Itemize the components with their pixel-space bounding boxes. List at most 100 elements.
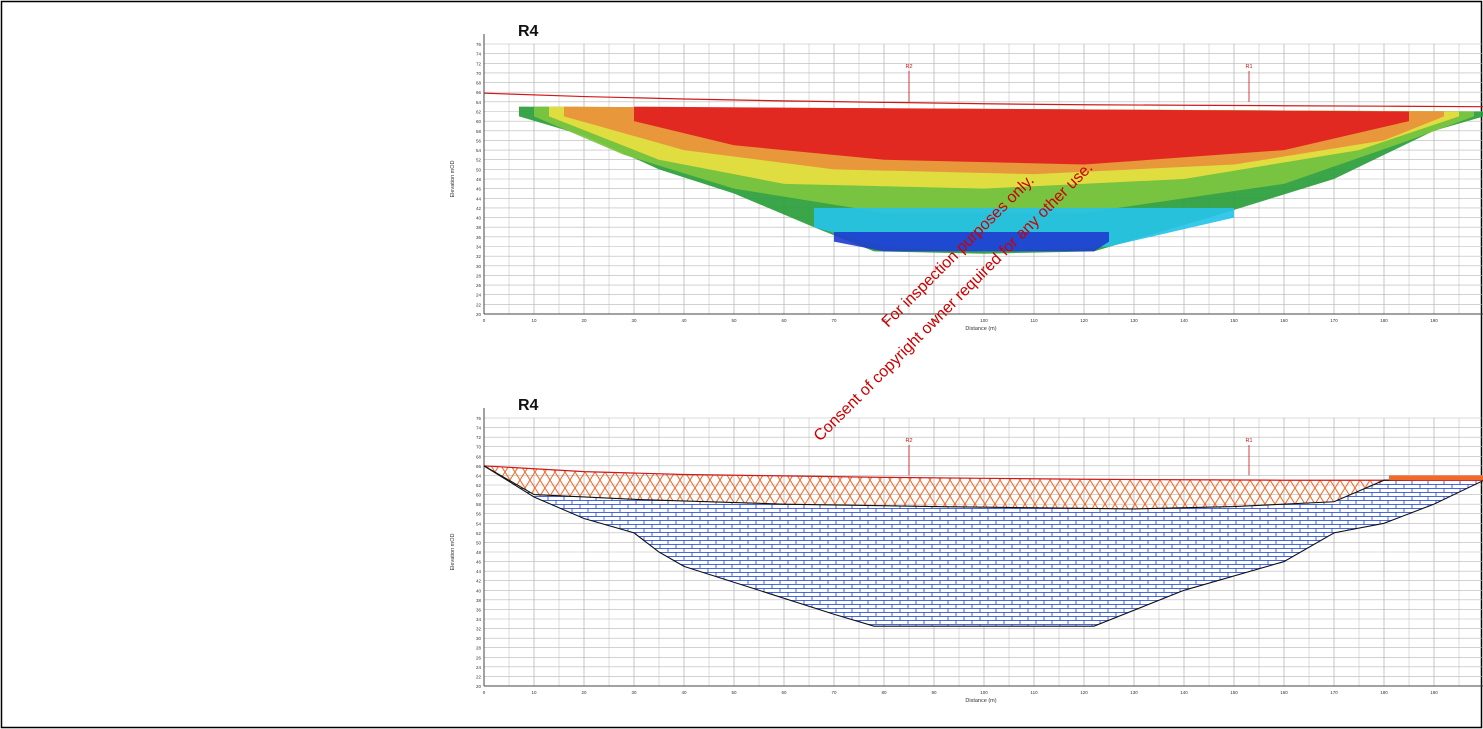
y-tick-label: 72 <box>476 435 482 440</box>
y-tick-label: 36 <box>476 235 482 240</box>
x-tick-label: 40 <box>681 690 687 695</box>
section-layer <box>834 232 1109 252</box>
x-tick-label: 20 <box>581 318 587 323</box>
top-resistivity-section: 20 22 24 26 28 30 32 34 36 38 40 42 44 46 48 50 52 54 56 58… <box>450 23 1483 332</box>
x-tick-label: 70 <box>831 690 837 695</box>
y-tick-label: 42 <box>476 206 482 211</box>
y-tick-label: 58 <box>476 129 482 134</box>
x-tick-label: 10 <box>531 690 537 695</box>
y-tick-label: 44 <box>476 569 482 574</box>
y-tick-label: 64 <box>476 100 482 105</box>
y-tick-label: 52 <box>476 531 482 536</box>
y-tick-label: 22 <box>476 302 482 307</box>
x-tick-label: 80 <box>881 690 887 695</box>
y-tick-label: 72 <box>476 61 482 66</box>
y-tick-label: 54 <box>476 148 482 153</box>
x-tick-label: 120 <box>1080 318 1088 323</box>
y-axis-label: Elevation mOD <box>450 160 456 197</box>
y-tick-label: 56 <box>476 138 482 143</box>
y-tick-label: 46 <box>476 187 482 192</box>
x-tick-label: 0 <box>483 690 486 695</box>
ground-surface-line <box>483 92 1483 108</box>
y-tick-label: 50 <box>476 167 482 172</box>
x-tick-label: 20 <box>581 690 587 695</box>
y-tick-label: 44 <box>476 196 482 201</box>
y-tick-label: 66 <box>476 90 482 95</box>
y-tick-label: 74 <box>476 426 482 431</box>
y-tick-label: 24 <box>476 665 482 670</box>
y-tick-label: 28 <box>476 273 482 278</box>
x-tick-label: 40 <box>681 318 687 323</box>
y-tick-label: 60 <box>476 119 482 124</box>
y-tick-label: 32 <box>476 627 482 632</box>
y-tick-label: 52 <box>476 158 482 163</box>
y-tick-label: 20 <box>476 684 482 689</box>
x-tick-label: 90 <box>931 318 937 323</box>
x-tick-label: 190 <box>1430 318 1438 323</box>
y-tick-label: 42 <box>476 579 482 584</box>
y-axis-label: Elevation mOD <box>450 533 456 570</box>
x-axis-label: Distance (m) <box>965 326 996 332</box>
x-tick-label: 100 <box>980 690 988 695</box>
y-tick-label: 54 <box>476 521 482 526</box>
y-tick-label: 24 <box>476 293 482 298</box>
y-tick-label: 40 <box>476 216 482 221</box>
y-tick-label: 30 <box>476 636 482 641</box>
y-tick-label: 30 <box>476 264 482 269</box>
surface-line <box>483 465 1483 481</box>
y-tick-label: 68 <box>476 454 482 459</box>
y-tick-label: 48 <box>476 550 482 555</box>
x-tick-label: 70 <box>831 318 837 323</box>
upper-layer-fill <box>484 465 1483 509</box>
x-tick-label: 50 <box>731 690 737 695</box>
x-tick-label: 130 <box>1130 690 1138 695</box>
x-tick-label: 130 <box>1130 318 1138 323</box>
x-tick-label: 170 <box>1330 318 1338 323</box>
x-tick-label: 170 <box>1330 690 1338 695</box>
x-tick-label: 150 <box>1230 318 1238 323</box>
y-tick-label: 62 <box>476 483 482 488</box>
y-tick-label: 70 <box>476 445 482 450</box>
x-tick-label: 60 <box>781 318 787 323</box>
x-tick-label: 140 <box>1180 690 1188 695</box>
x-tick-label: 60 <box>781 690 787 695</box>
y-tick-label: 46 <box>476 560 482 565</box>
x-tick-label: 80 <box>881 318 887 323</box>
y-tick-label: 38 <box>476 225 482 230</box>
x-tick-label: 180 <box>1380 690 1388 695</box>
y-tick-label: 48 <box>476 177 482 182</box>
x-tick-label: 120 <box>1080 690 1088 695</box>
x-tick-label: 50 <box>731 318 737 323</box>
y-tick-label: 68 <box>476 81 482 86</box>
y-tick-label: 22 <box>476 674 482 679</box>
y-tick-label: 26 <box>476 283 482 288</box>
y-tick-label: 50 <box>476 540 482 545</box>
marker-label: R1 <box>1245 64 1252 70</box>
x-tick-label: 30 <box>631 318 637 323</box>
y-tick-label: 26 <box>476 655 482 660</box>
x-tick-label: 160 <box>1280 318 1288 323</box>
y-tick-label: 60 <box>476 493 482 498</box>
y-tick-label: 70 <box>476 71 482 76</box>
x-tick-label: 180 <box>1380 318 1388 323</box>
x-tick-label: 10 <box>531 318 537 323</box>
y-tick-label: 40 <box>476 588 482 593</box>
x-tick-label: 150 <box>1230 690 1238 695</box>
y-tick-label: 66 <box>476 464 482 469</box>
y-tick-label: 62 <box>476 110 482 115</box>
y-tick-label: 38 <box>476 598 482 603</box>
upper-boundary-line <box>483 465 1483 510</box>
x-tick-label: 190 <box>1430 690 1438 695</box>
y-tick-label: 32 <box>476 254 482 259</box>
y-tick-label: 28 <box>476 646 482 651</box>
y-tick-label: 64 <box>476 473 482 478</box>
section-layer <box>634 106 1409 165</box>
y-tick-label: 76 <box>476 42 482 47</box>
x-tick-label: 30 <box>631 690 637 695</box>
chart-title: R4 <box>518 23 539 40</box>
x-axis-label: Distance (m) <box>965 698 996 704</box>
marker-label: R2 <box>905 438 912 444</box>
chart-title: R4 <box>518 397 539 414</box>
